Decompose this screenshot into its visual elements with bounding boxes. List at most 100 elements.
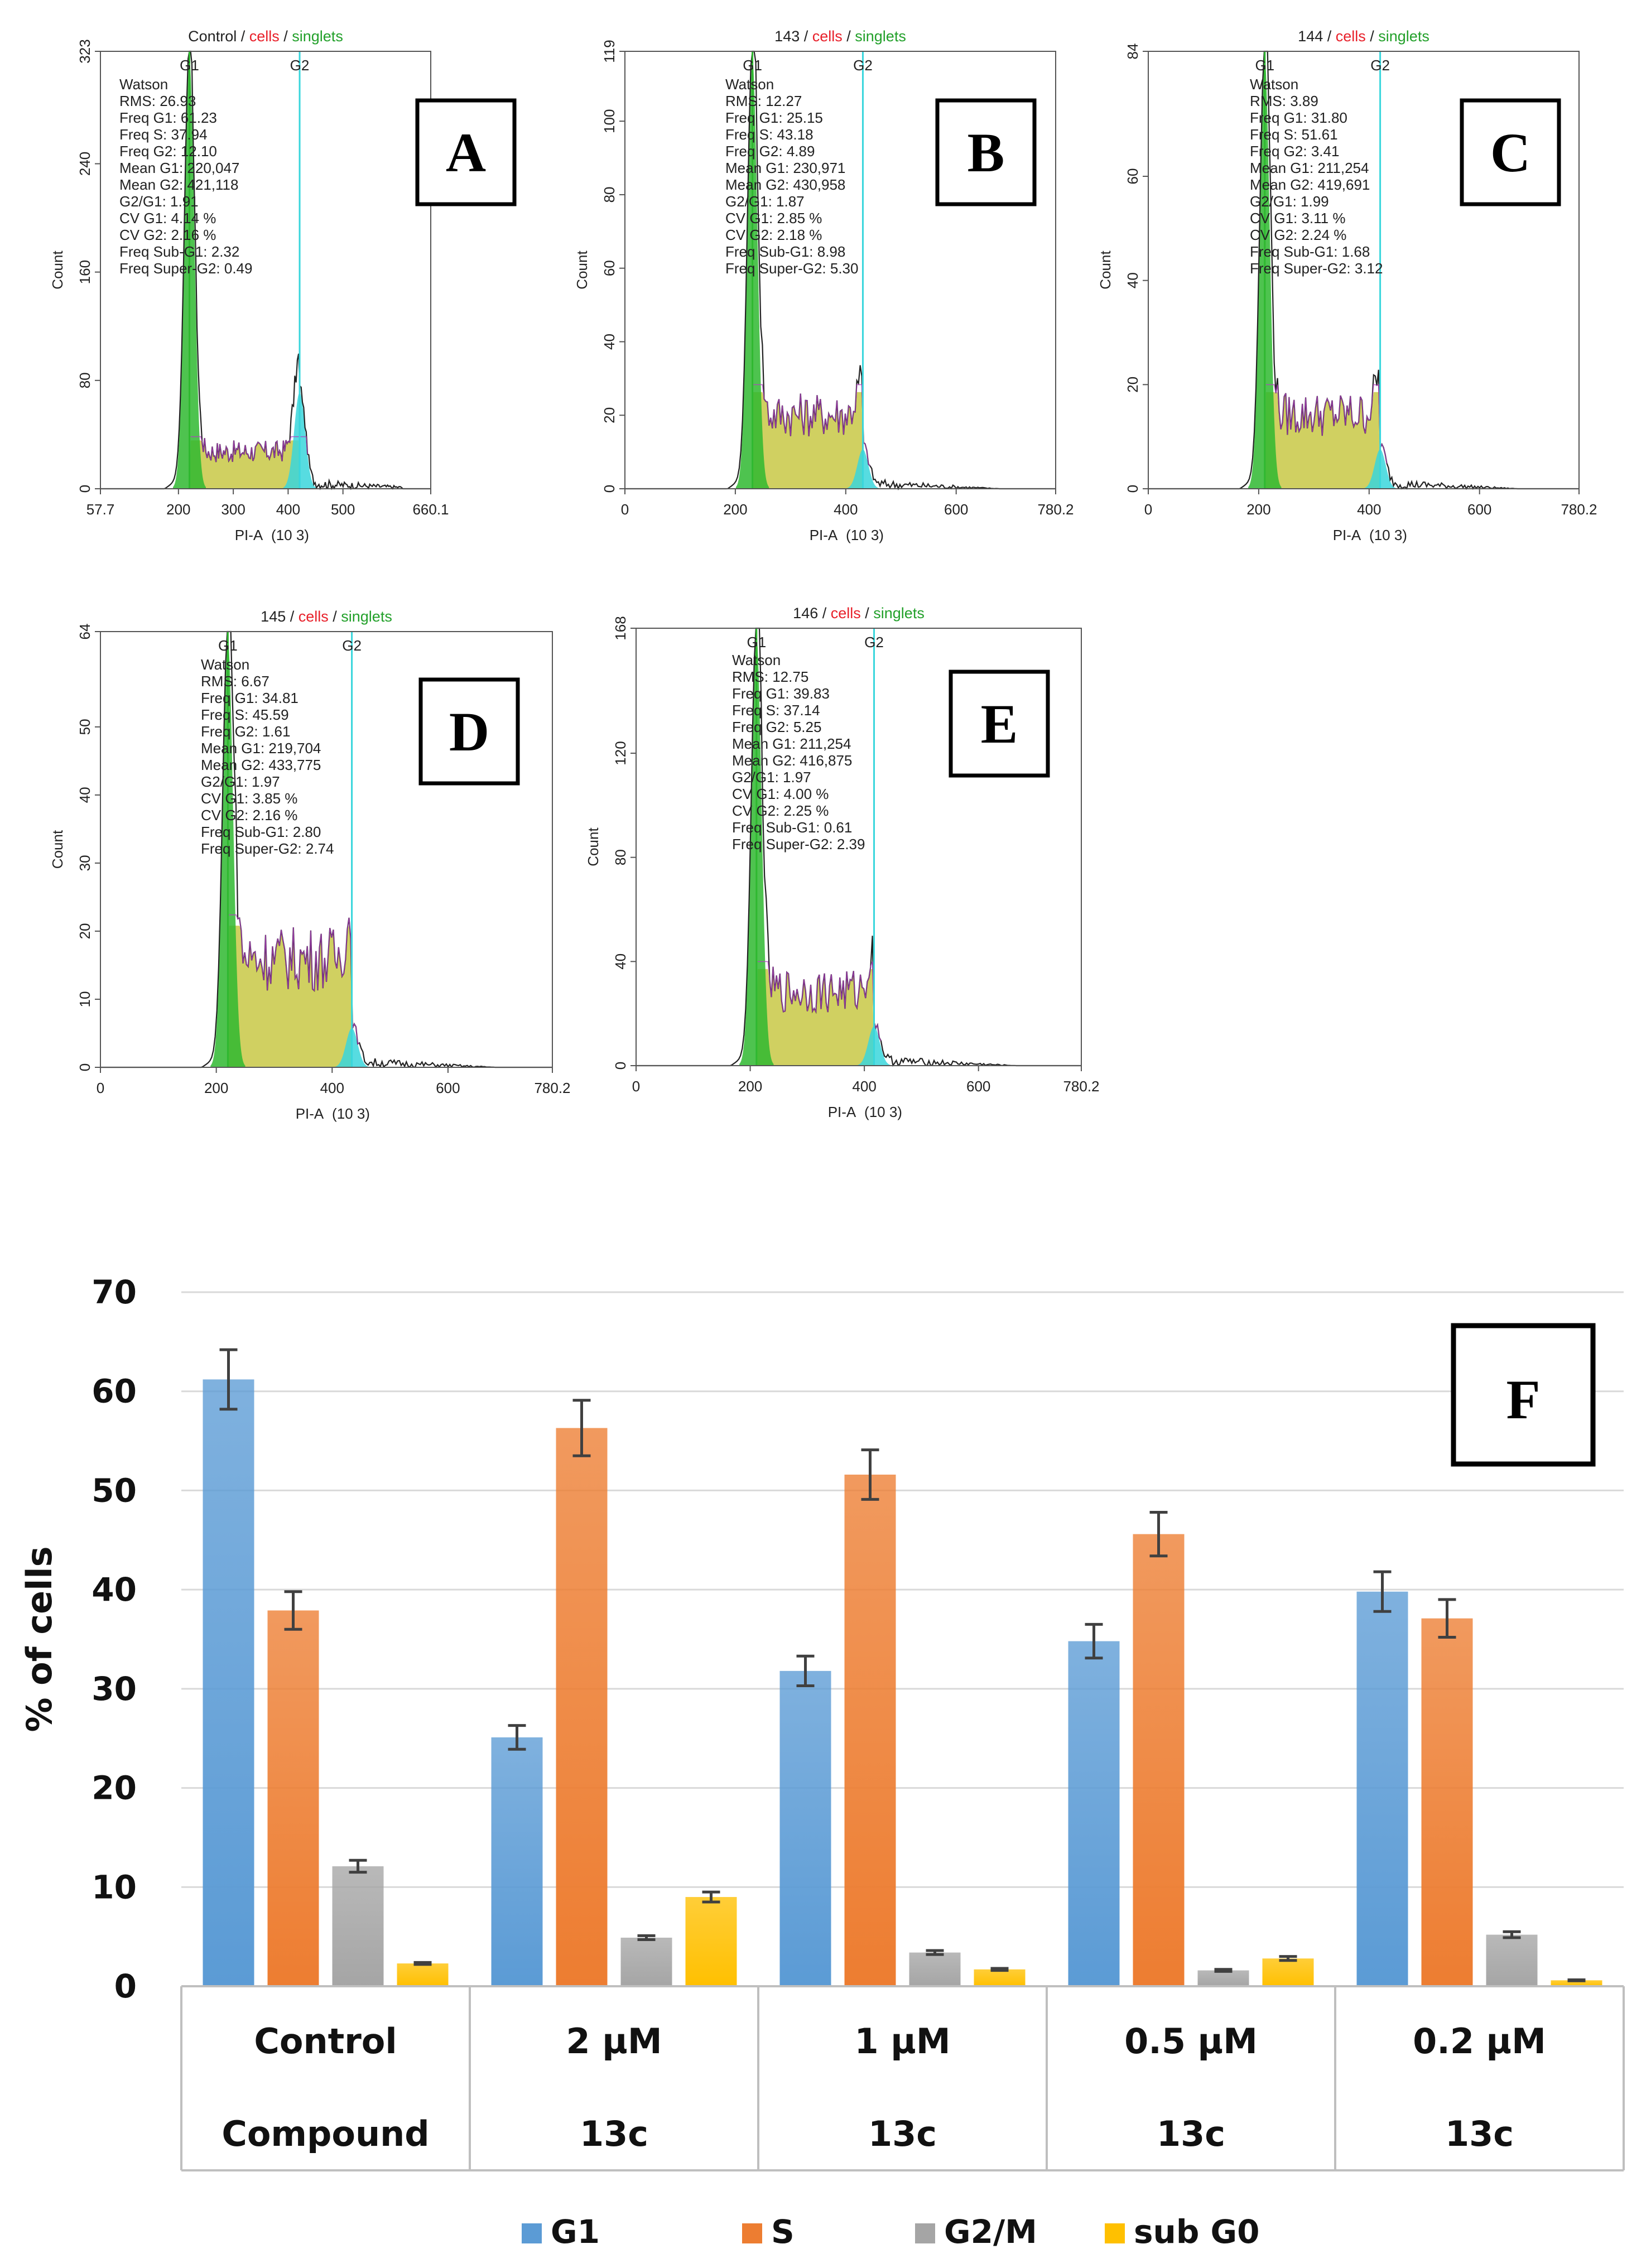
- stats-line: Mean G1: 211,254: [1250, 160, 1369, 176]
- x-axis-unit: (10 3): [1369, 527, 1407, 543]
- x-tick-label: 400: [834, 501, 858, 518]
- y-tick-label: 160: [76, 260, 93, 284]
- stats-line: Watson: [1250, 76, 1298, 93]
- stats-line: Freq G1: 34.81: [201, 690, 299, 706]
- y-tick-label: 40: [76, 787, 93, 803]
- y-tick-label: 80: [601, 186, 618, 203]
- panel-title-singlets: singlets: [341, 608, 392, 625]
- panel-title-sep: /: [1366, 28, 1379, 45]
- legend-label: sub G0: [1134, 2213, 1260, 2251]
- stats-line: G2/G1: 1.91: [119, 193, 199, 210]
- x-tick-label: 780.2: [1063, 1078, 1099, 1095]
- panel-letter-box: [949, 670, 1050, 778]
- g2-marker-label: G2: [864, 634, 884, 651]
- stats-line: Freq S: 37.14: [732, 702, 820, 719]
- y-tick-label: 50: [76, 719, 93, 735]
- panel-title-sep: /: [286, 608, 299, 625]
- y-tick-label: 10: [76, 991, 93, 1008]
- category-label-line2: Compound: [222, 2113, 429, 2154]
- fit-line: [190, 436, 308, 463]
- bar-sub-g0: [397, 1963, 449, 1986]
- fit-line: [229, 914, 360, 1045]
- bar-g2-m: [1197, 1970, 1249, 1986]
- bar-s: [844, 1474, 896, 1986]
- g1-marker-label: G1: [218, 637, 238, 654]
- y-tick-label: 60: [1124, 168, 1141, 185]
- panel-title-sep: /: [329, 608, 341, 625]
- y-axis-label: Count: [49, 830, 66, 869]
- stats-line: G2/G1: 1.87: [725, 193, 805, 210]
- bar-g1: [779, 1670, 831, 1986]
- stats-line: Freq G2: 4.89: [725, 143, 815, 160]
- bar-sub-g0: [1262, 1958, 1314, 1986]
- stats-line: Watson: [201, 656, 249, 673]
- stats-line: Freq G1: 61.23: [119, 109, 217, 126]
- panel-letter-box: [1451, 1323, 1596, 1467]
- stats-line: Freq Super-G2: 3.12: [1250, 260, 1383, 277]
- y-tick-label: 20: [76, 923, 93, 939]
- panel-title-sample: Control: [188, 28, 237, 45]
- stats-line: Mean G2: 419,691: [1250, 176, 1370, 193]
- x-tick-label: 400: [852, 1078, 876, 1095]
- panel-title: 144 / cells / singlets: [1298, 28, 1429, 45]
- stats-line: Mean G1: 219,704: [201, 740, 321, 757]
- panel-title-sep: /: [861, 605, 874, 622]
- stats-line: Mean G1: 211,254: [732, 735, 851, 752]
- panel-title-cells: cells: [831, 605, 861, 622]
- plot-frame: [1148, 51, 1580, 489]
- y-tick-label: 40: [612, 954, 629, 970]
- y-tick-label: 0: [114, 1967, 137, 2005]
- bar-g2-m: [332, 1866, 384, 1986]
- x-tick-label: 200: [204, 1080, 228, 1096]
- stats-line: Freq Super-G2: 2.39: [732, 836, 865, 853]
- y-tick-label: 323: [76, 39, 93, 63]
- y-tick-label: 80: [76, 372, 93, 388]
- x-tick-label: 300: [221, 501, 245, 518]
- stats-line: Freq Sub-G1: 1.68: [1250, 243, 1370, 260]
- y-tick-label: 70: [92, 1273, 137, 1311]
- stats-line: RMS: 12.75: [732, 668, 808, 685]
- bar-g1: [1068, 1641, 1120, 1986]
- g1-marker-label: G1: [747, 634, 766, 651]
- panel-letter: F: [1506, 1369, 1540, 1431]
- stats-line: RMS: 3.89: [1250, 93, 1318, 109]
- panel-title-sep: /: [800, 28, 812, 45]
- stats-line: CV G1: 3.11 %: [1250, 210, 1346, 227]
- x-axis-unit: (10 3): [332, 1105, 370, 1122]
- panel-title-cells: cells: [249, 28, 280, 45]
- stats-line: Freq G2: 5.25: [732, 719, 821, 735]
- panel-title-sep: /: [237, 28, 249, 45]
- stats-line: Watson: [725, 76, 774, 93]
- stats-line: CV G2: 2.16 %: [201, 807, 297, 824]
- panel-letter: D: [449, 701, 489, 763]
- histogram-panel-a: Control / cells / singlets G1 G2 0 80 160 240 3…: [49, 28, 517, 543]
- x-tick-label: 0: [97, 1080, 104, 1096]
- y-tick-label: 64: [76, 624, 93, 640]
- legend-swatch: [915, 2223, 935, 2243]
- stats-line: Watson: [732, 652, 781, 668]
- stats-line: Freq S: 45.59: [201, 706, 289, 723]
- y-tick-label: 20: [92, 1769, 137, 1807]
- stats-line: Freq G1: 39.83: [732, 685, 830, 702]
- stats-line: G2/G1: 1.97: [201, 773, 280, 790]
- bar-chart-f: 0 10 20 30 40 50 60 70 % of cells Control Compound…: [19, 1273, 1625, 2251]
- bar-g1: [1356, 1591, 1408, 1986]
- y-tick-label: 0: [612, 1062, 629, 1070]
- y-tick-label: 80: [612, 849, 629, 865]
- bar-s: [1133, 1534, 1185, 1986]
- stats-line: Watson: [119, 76, 168, 93]
- stats-line: Freq G1: 25.15: [725, 109, 823, 126]
- panel-letter-box: [415, 98, 517, 206]
- histogram-panel-d: 145 / cells / singlets G1 G2 0 10 20 30 40 50 64 C…: [49, 608, 571, 1122]
- panel-title-sep: /: [818, 605, 831, 622]
- category-label-line2: 13c: [580, 2113, 648, 2154]
- category-label-line1: 0.5 µM: [1124, 2021, 1258, 2062]
- x-tick-label: 0: [1144, 501, 1152, 518]
- legend-label: S: [771, 2213, 795, 2251]
- panel-title-cells: cells: [1336, 28, 1366, 45]
- stats-line: Freq G1: 31.80: [1250, 109, 1347, 126]
- bar-g2-m: [1486, 1934, 1538, 1986]
- panel-letter-box: [418, 677, 520, 786]
- panel-title-singlets: singlets: [1378, 28, 1429, 45]
